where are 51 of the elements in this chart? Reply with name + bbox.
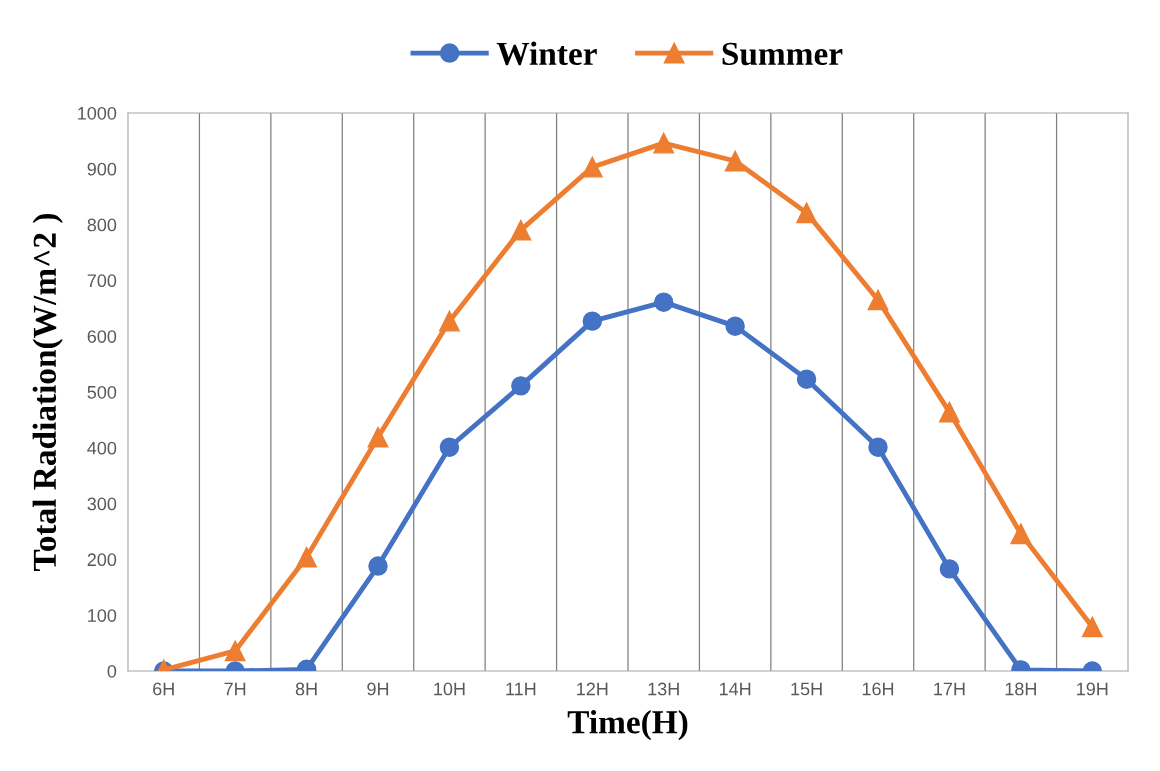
point [653,292,674,312]
point [224,640,246,662]
y-tick-label: 500 [87,385,117,399]
point [581,156,603,178]
point [868,437,888,457]
x-tick-label: 16H [862,682,894,696]
point [368,556,388,576]
x-tick-label: 7H [224,682,246,696]
point [1010,523,1032,545]
legend-label: Winter [496,41,597,66]
y-tick-label: 800 [87,218,117,232]
point [725,316,745,336]
point [582,311,603,331]
x-tick-label: 10H [434,682,465,696]
point [796,369,817,389]
point [367,426,389,448]
x-tick-label: 9H [367,682,389,696]
legend-label: Summer [722,42,843,66]
point [296,546,317,568]
point [439,310,460,332]
y-tick-label: 1000 [78,106,117,120]
point [796,202,817,224]
y-tick-label: 700 [87,274,117,288]
point [511,376,531,396]
x-tick-label: 18H [1005,682,1036,696]
point [1081,616,1103,638]
point [724,150,746,172]
x-tick-label: 8H [295,682,317,696]
point [867,289,889,311]
y-tick-label: 200 [87,553,117,567]
y-tick-label: 400 [87,441,117,455]
x-tick-label: 14H [719,682,751,696]
y-tick-label: 100 [88,609,117,622]
x-tick-label: 12H [577,682,608,696]
point [439,437,460,457]
y-axis-title: Total Radiation(W/m^2 ) [32,214,63,571]
x-tick-label: 15H [791,682,822,696]
x-tick-label: 13H [648,682,679,696]
y-tick-label: 0 [107,664,117,678]
point [510,219,532,241]
y-tick-label: 600 [87,330,117,343]
x-tick-label: 6H [153,682,174,696]
x-tick-label: 11H [506,682,536,696]
y-tick-label: 300 [87,497,117,511]
point [653,132,675,154]
point [939,401,960,423]
point [939,559,960,579]
x-tick-label: 19H [1077,682,1108,696]
x-axis-title: Time(H) [567,710,688,741]
y-tick-label: 900 [87,162,117,176]
x-tick-label: 17H [934,682,965,696]
